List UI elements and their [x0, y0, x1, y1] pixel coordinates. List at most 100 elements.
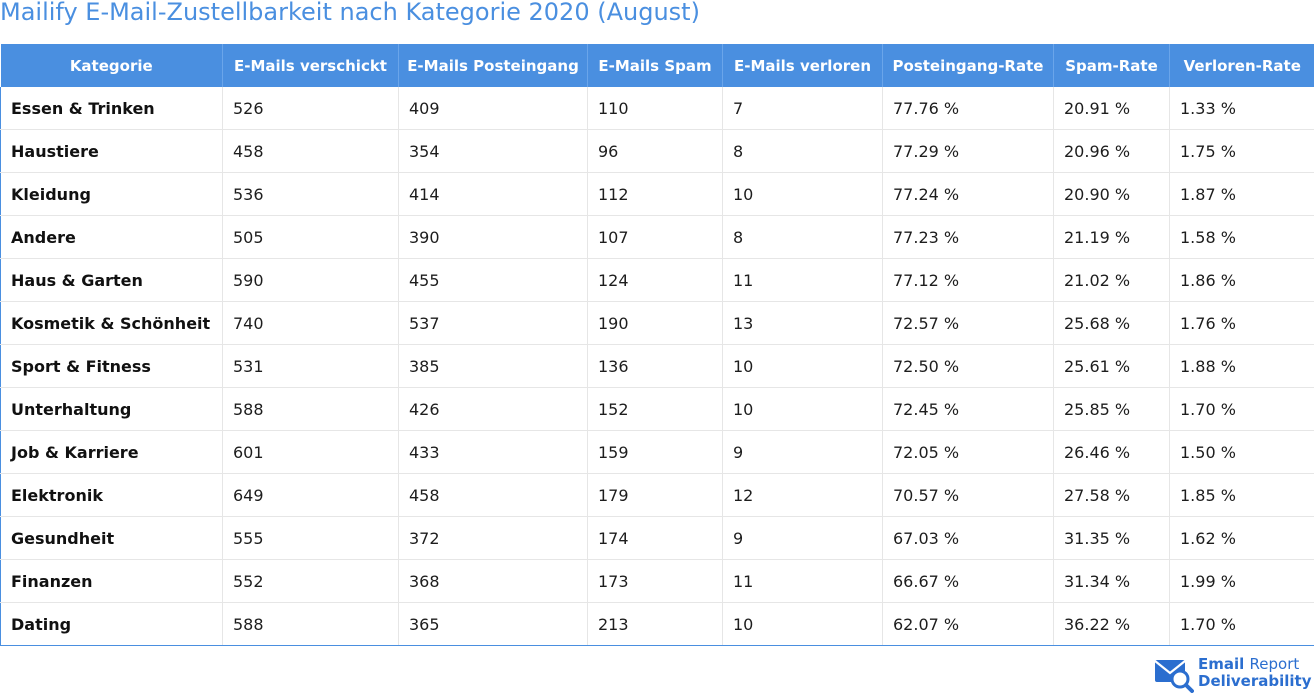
category-cell: Unterhaltung: [0, 387, 223, 431]
value-cell: 1.33 %: [1169, 87, 1314, 130]
value-cell: 77.24 %: [882, 172, 1054, 216]
value-cell: 62.07 %: [882, 602, 1054, 646]
value-cell: 20.96 %: [1053, 129, 1170, 173]
value-cell: 159: [587, 430, 723, 474]
value-cell: 588: [222, 387, 399, 431]
category-cell: Haus & Garten: [0, 258, 223, 302]
value-cell: 13: [722, 301, 883, 345]
value-cell: 385: [398, 344, 588, 388]
value-cell: 426: [398, 387, 588, 431]
value-cell: 11: [722, 559, 883, 603]
value-cell: 8: [722, 129, 883, 173]
column-header: E-Mails verschickt: [222, 44, 399, 87]
value-cell: 1.70 %: [1169, 602, 1314, 646]
value-cell: 77.12 %: [882, 258, 1054, 302]
value-cell: 12: [722, 473, 883, 517]
category-cell: Job & Karriere: [0, 430, 223, 474]
value-cell: 10: [722, 172, 883, 216]
value-cell: 1.50 %: [1169, 430, 1314, 474]
value-cell: 409: [398, 87, 588, 130]
table-row: Sport & Fitness 531 385 136 10 72.50 % 25.61 %…: [0, 344, 1314, 388]
value-cell: 20.91 %: [1053, 87, 1170, 130]
value-cell: 354: [398, 129, 588, 173]
value-cell: 390: [398, 215, 588, 259]
value-cell: 531: [222, 344, 399, 388]
brand-word-email: Email: [1198, 655, 1245, 673]
value-cell: 36.22 %: [1053, 602, 1170, 646]
value-cell: 1.85 %: [1169, 473, 1314, 517]
value-cell: 96: [587, 129, 723, 173]
table-row: Kleidung 536 414 112 10 77.24 % 20.90 % 1.87 %: [0, 172, 1314, 216]
category-cell: Dating: [0, 602, 223, 646]
envelope-magnifier-icon: [1154, 660, 1194, 693]
category-cell: Gesundheit: [0, 516, 223, 560]
table-body: Essen & Trinken 526 409 110 7 77.76 % 20.91 % 1…: [0, 87, 1314, 646]
table-row: Essen & Trinken 526 409 110 7 77.76 % 20.91 % 1…: [0, 87, 1314, 130]
category-cell: Finanzen: [0, 559, 223, 603]
value-cell: 21.19 %: [1053, 215, 1170, 259]
table-row: Haustiere 458 354 96 8 77.29 % 20.96 % 1.75 %: [0, 129, 1314, 173]
brand-line-1: Email Report: [1198, 655, 1299, 673]
value-cell: 174: [587, 516, 723, 560]
value-cell: 21.02 %: [1053, 258, 1170, 302]
value-cell: 9: [722, 430, 883, 474]
value-cell: 213: [587, 602, 723, 646]
value-cell: 433: [398, 430, 588, 474]
table-row: Andere 505 390 107 8 77.23 % 21.19 % 1.58 %: [0, 215, 1314, 259]
value-cell: 458: [222, 129, 399, 173]
page-title: Mailify E-Mail-Zustellbarkeit nach Kateg…: [0, 0, 700, 26]
value-cell: 25.68 %: [1053, 301, 1170, 345]
value-cell: 72.05 %: [882, 430, 1054, 474]
value-cell: 740: [222, 301, 399, 345]
value-cell: 25.85 %: [1053, 387, 1170, 431]
value-cell: 152: [587, 387, 723, 431]
value-cell: 455: [398, 258, 588, 302]
category-cell: Essen & Trinken: [0, 87, 223, 130]
table-row: Gesundheit 555 372 174 9 67.03 % 31.35 % 1.62 %: [0, 516, 1314, 560]
value-cell: 10: [722, 602, 883, 646]
value-cell: 72.57 %: [882, 301, 1054, 345]
value-cell: 372: [398, 516, 588, 560]
value-cell: 601: [222, 430, 399, 474]
value-cell: 1.75 %: [1169, 129, 1314, 173]
header-row: Kategorie E-Mails verschickt E-Mails Poste…: [0, 44, 1314, 87]
value-cell: 649: [222, 473, 399, 517]
value-cell: 365: [398, 602, 588, 646]
value-cell: 70.57 %: [882, 473, 1054, 517]
value-cell: 10: [722, 344, 883, 388]
value-cell: 179: [587, 473, 723, 517]
value-cell: 1.88 %: [1169, 344, 1314, 388]
value-cell: 66.67 %: [882, 559, 1054, 603]
value-cell: 1.76 %: [1169, 301, 1314, 345]
table-header: Kategorie E-Mails verschickt E-Mails Poste…: [0, 44, 1314, 87]
value-cell: 526: [222, 87, 399, 130]
value-cell: 537: [398, 301, 588, 345]
column-header: E-Mails Spam: [587, 44, 723, 87]
value-cell: 11: [722, 258, 883, 302]
value-cell: 110: [587, 87, 723, 130]
value-cell: 458: [398, 473, 588, 517]
column-header: Posteingang-Rate: [882, 44, 1054, 87]
table-row: Job & Karriere 601 433 159 9 72.05 % 26.46 % 1.…: [0, 430, 1314, 474]
category-cell: Kleidung: [0, 172, 223, 216]
value-cell: 190: [587, 301, 723, 345]
value-cell: 107: [587, 215, 723, 259]
value-cell: 536: [222, 172, 399, 216]
value-cell: 112: [587, 172, 723, 216]
column-header: Spam-Rate: [1053, 44, 1170, 87]
table-row: Dating 588 365 213 10 62.07 % 36.22 % 1.70 %: [0, 602, 1314, 646]
column-header: Verloren-Rate: [1169, 44, 1314, 87]
value-cell: 173: [587, 559, 723, 603]
column-header: Kategorie: [0, 44, 223, 87]
value-cell: 77.29 %: [882, 129, 1054, 173]
value-cell: 505: [222, 215, 399, 259]
value-cell: 414: [398, 172, 588, 216]
value-cell: 72.50 %: [882, 344, 1054, 388]
value-cell: 588: [222, 602, 399, 646]
value-cell: 67.03 %: [882, 516, 1054, 560]
column-header: E-Mails Posteingang: [398, 44, 588, 87]
table-row: Elektronik 649 458 179 12 70.57 % 27.58 % 1.85 …: [0, 473, 1314, 517]
value-cell: 31.35 %: [1053, 516, 1170, 560]
value-cell: 1.70 %: [1169, 387, 1314, 431]
value-cell: 72.45 %: [882, 387, 1054, 431]
